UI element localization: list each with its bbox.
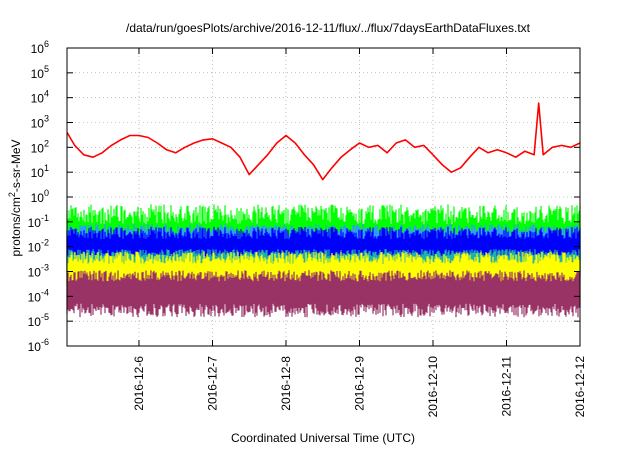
x-tick-label: 2016-12-11 (499, 356, 513, 417)
y-tick-exponent: 6 (44, 39, 49, 49)
low-flux-bands (66, 204, 581, 318)
y-axis: 10-610-510-410-310-210-11001011021031041… (28, 39, 580, 354)
y-tick-label: 10-6 (28, 337, 49, 354)
y-tick-base: 10 (28, 216, 42, 230)
y-tick-exponent: 4 (44, 89, 49, 99)
x-tick-label: 2016-12-9 (352, 356, 366, 411)
y-tick-base: 10 (28, 266, 42, 280)
x-tick-label: 2016-12-10 (426, 356, 440, 418)
y-tick-exponent: 3 (44, 114, 49, 124)
y-tick-exponent: -5 (41, 312, 49, 322)
y-tick-base: 10 (31, 42, 45, 56)
y-tick-exponent: -6 (41, 337, 49, 347)
y-tick-label: 10-5 (28, 312, 49, 329)
x-axis-label: Coordinated Universal Time (UTC) (231, 431, 415, 445)
x-tick-label: 2016-12-6 (132, 356, 146, 411)
y-tick-exponent: 5 (44, 64, 49, 74)
series-line (66, 102, 581, 181)
y-tick-base: 10 (28, 315, 42, 329)
y-tick-base: 10 (31, 117, 45, 131)
y-tick-exponent: 2 (44, 138, 49, 148)
x-axis: 2016-12-6 2016-12-7 2016-12-8 2016-12-9 2016… (132, 48, 587, 417)
y-tick-exponent: -4 (41, 287, 49, 297)
x-tick-label: 2016-12-12 (573, 356, 587, 418)
y-tick-label: 102 (31, 138, 49, 155)
y-tick-base: 10 (31, 166, 45, 180)
y-tick-exponent: 1 (44, 163, 49, 173)
y-tick-label: 104 (31, 89, 49, 106)
y-tick-label: 101 (31, 163, 49, 180)
y-tick-exponent: 0 (44, 188, 49, 198)
y-axis-label-rest: -s-sr-MeV (9, 139, 23, 192)
y-tick-exponent: -3 (41, 263, 49, 273)
y-tick-label: 106 (31, 39, 49, 56)
y-tick-base: 10 (31, 92, 45, 106)
y-tick-label: 10-2 (28, 238, 49, 255)
y-tick-base: 10 (31, 191, 45, 205)
y-tick-base: 10 (28, 340, 42, 354)
y-tick-base: 10 (28, 290, 42, 304)
y-tick-label: 10-3 (28, 263, 49, 280)
series-group (66, 102, 581, 181)
y-axis-label-base: protons/cm (9, 197, 23, 256)
y-tick-label: 100 (31, 188, 49, 205)
y-axis-label: protons/cm2-s-sr-MeV (7, 139, 23, 256)
y-tick-base: 10 (31, 67, 45, 81)
y-tick-base: 10 (28, 241, 42, 255)
y-tick-label: 103 (31, 114, 49, 131)
y-tick-base: 10 (31, 141, 45, 155)
y-tick-exponent: -1 (41, 213, 49, 223)
chart-title: /data/run/goesPlots/archive/2016-12-11/f… (126, 21, 531, 35)
y-tick-label: 105 (31, 64, 49, 81)
y-axis-label-sup: 2 (7, 192, 17, 197)
y-tick-label: 10-1 (28, 213, 49, 230)
y-tick-label: 10-4 (28, 287, 49, 304)
x-tick-label: 2016-12-8 (279, 356, 293, 411)
x-tick-label: 2016-12-7 (205, 356, 219, 411)
y-tick-exponent: -2 (41, 238, 49, 248)
